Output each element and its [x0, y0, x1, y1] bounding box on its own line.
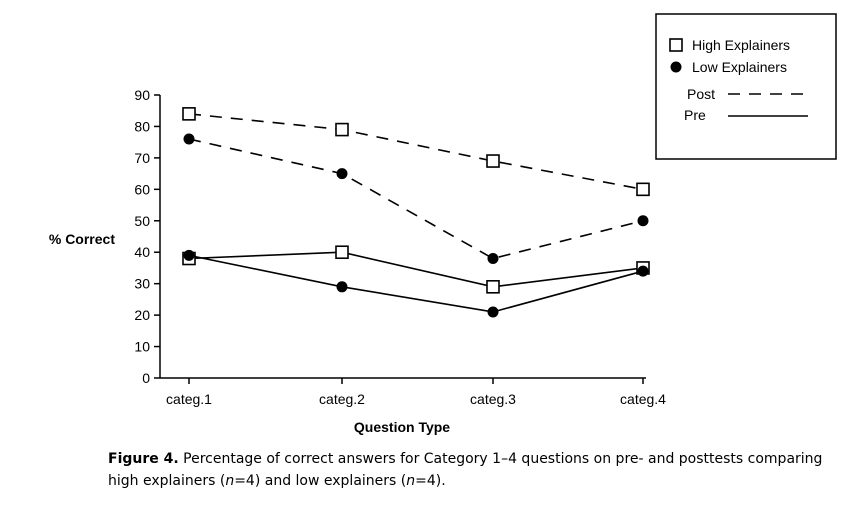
axes: 0 10 20 30 40 50 60 70 80 90 categ.1 categ.2 categ.3… [49, 87, 666, 435]
legend-label-pre: Pre [684, 107, 706, 123]
data-point-square [486, 154, 500, 168]
series-low-explainers-pre [183, 249, 649, 318]
y-tick-label: 30 [134, 276, 150, 292]
series-line [188, 254, 644, 313]
caption-text-3: =4). [415, 473, 446, 489]
data-point-square [182, 107, 196, 121]
data-point-circle [487, 253, 499, 265]
legend-box [655, 13, 837, 160]
data-point-square [486, 280, 500, 294]
y-tick-label: 70 [134, 150, 150, 166]
data-point-circle [183, 249, 195, 261]
x-tick-label: categ.1 [166, 391, 212, 407]
x-tick-label: categ.3 [470, 391, 516, 407]
caption-n-var-1: n [225, 473, 235, 489]
series-high-explainers-post [182, 107, 650, 197]
y-tick-label: 90 [134, 87, 150, 103]
legend-marker-circle [670, 61, 682, 73]
caption-text-2: =4) and low explainers ( [234, 473, 407, 489]
legend: High Explainers Low Explainers Post Pre [655, 13, 837, 160]
legend-marker-square [669, 38, 683, 52]
legend-label-low: Low Explainers [692, 59, 787, 75]
figure-label: Figure 4. [108, 451, 179, 467]
series-line [188, 113, 644, 191]
x-axis-title: Question Type [354, 419, 450, 435]
series-line [188, 251, 644, 288]
data-point-circle [336, 281, 348, 293]
y-tick-label: 20 [134, 307, 150, 323]
series-layer [182, 107, 650, 318]
series-high-explainers-pre [182, 245, 650, 294]
caption-n-var-2: n [406, 473, 416, 489]
line-chart: 0 10 20 30 40 50 60 70 80 90 categ.1 categ.2 categ.3… [49, 13, 837, 435]
series-low-explainers-post [183, 133, 649, 265]
data-point-circle [637, 215, 649, 227]
series-line [188, 138, 644, 260]
x-tick-label: categ.2 [319, 391, 365, 407]
data-point-circle [637, 265, 649, 277]
data-point-square [636, 182, 650, 197]
data-point-square [335, 122, 349, 137]
y-tick-label: 10 [134, 339, 150, 355]
data-point-square [335, 245, 349, 260]
y-tick-label: 40 [134, 244, 150, 260]
y-tick-label: 0 [142, 370, 150, 386]
x-tick-label: categ.4 [620, 391, 666, 407]
caption-text-1: Percentage of correct answers for Catego… [108, 451, 823, 489]
data-point-circle [183, 133, 195, 145]
y-axis-title: % Correct [49, 231, 115, 247]
legend-label-high: High Explainers [692, 37, 790, 53]
figure-caption: Figure 4. Percentage of correct answers … [108, 448, 838, 492]
legend-label-post: Post [687, 86, 715, 102]
y-tick-label: 80 [134, 118, 150, 134]
y-tick-label: 60 [134, 181, 150, 197]
data-point-circle [487, 306, 499, 318]
data-point-circle [336, 168, 348, 180]
y-tick-label: 50 [134, 213, 150, 229]
